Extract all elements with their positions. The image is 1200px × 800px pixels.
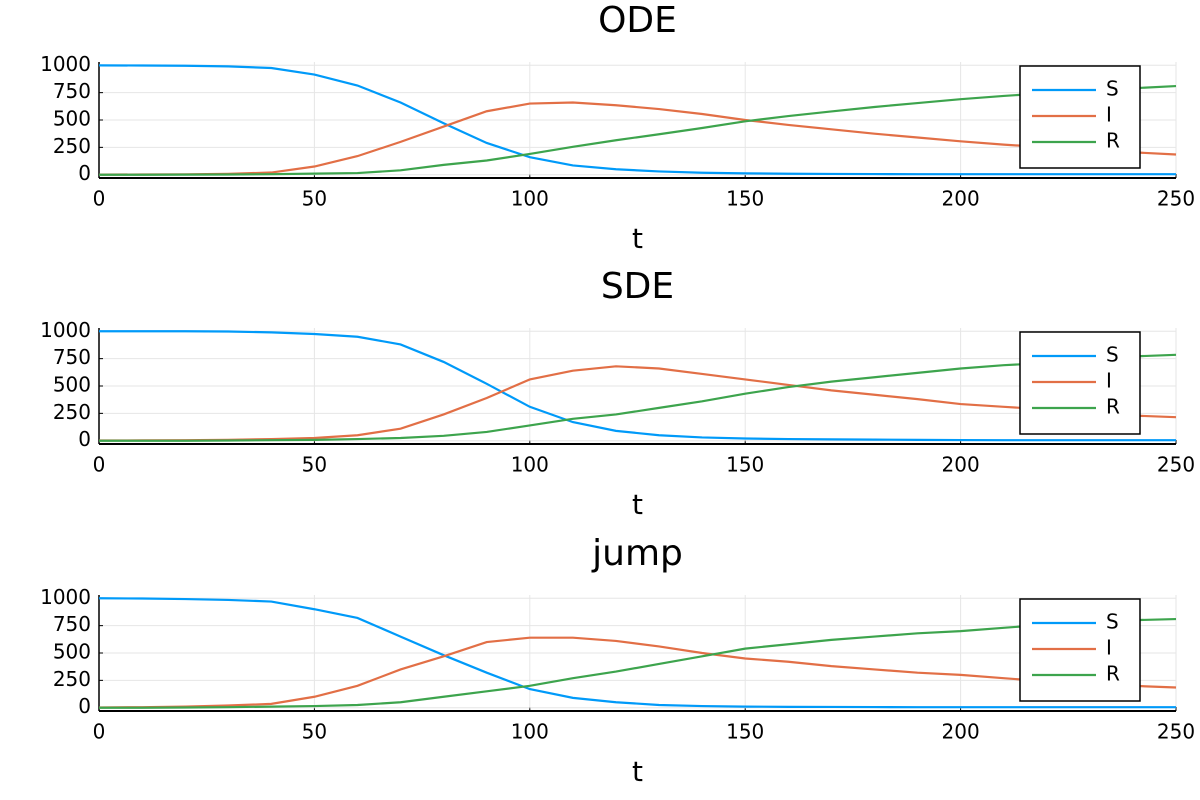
y-tick-label: 0 xyxy=(78,161,91,185)
chart-title: SDE xyxy=(601,266,674,307)
series-line xyxy=(99,617,1177,709)
x-tick-label: 150 xyxy=(726,720,764,744)
x-tick-label: 250 xyxy=(1157,187,1195,211)
y-tick-label: 0 xyxy=(78,427,91,451)
y-tick-label: 250 xyxy=(53,400,91,424)
x-tick-label: 50 xyxy=(302,453,327,477)
x-tick-label: 0 xyxy=(93,453,106,477)
chart-title: ODE xyxy=(598,0,677,41)
x-tick-label: 50 xyxy=(302,720,327,744)
y-tick-label: 250 xyxy=(53,134,91,158)
y-tick-label: 500 xyxy=(53,640,91,664)
x-tick-label: 100 xyxy=(511,187,549,211)
x-tick-label: 0 xyxy=(93,720,106,744)
legend-label: S xyxy=(1106,77,1119,101)
x-tick-label: 100 xyxy=(511,720,549,744)
legend-label: I xyxy=(1106,103,1112,127)
legend-label: S xyxy=(1106,610,1119,634)
y-tick-label: 250 xyxy=(53,667,91,691)
series-line xyxy=(99,330,1176,442)
legend-label: I xyxy=(1106,636,1112,660)
series-line xyxy=(98,101,1177,176)
x-tick-label: 150 xyxy=(726,453,764,477)
y-tick-label: 1000 xyxy=(40,585,91,609)
legend-label: R xyxy=(1106,395,1120,419)
y-tick-label: 0 xyxy=(78,694,91,718)
x-tick-label: 250 xyxy=(1157,720,1195,744)
x-axis-label: t xyxy=(632,755,643,788)
legend-label: R xyxy=(1106,129,1120,153)
x-tick-label: 200 xyxy=(942,187,980,211)
x-axis-label: t xyxy=(632,488,643,521)
legend-label: I xyxy=(1106,369,1112,393)
x-tick-label: 200 xyxy=(942,720,980,744)
legend-label: R xyxy=(1106,662,1120,686)
x-tick-label: 100 xyxy=(511,453,549,477)
y-tick-label: 500 xyxy=(53,107,91,131)
chart-title: jump xyxy=(591,533,683,574)
x-tick-label: 200 xyxy=(942,453,980,477)
y-tick-label: 500 xyxy=(53,373,91,397)
y-tick-label: 1000 xyxy=(40,52,91,76)
x-axis-label: t xyxy=(632,222,643,255)
series-line xyxy=(98,64,1176,176)
y-tick-label: 1000 xyxy=(40,318,91,342)
y-tick-label: 750 xyxy=(53,345,91,369)
x-tick-label: 250 xyxy=(1157,453,1195,477)
series-line xyxy=(98,636,1177,709)
x-tick-label: 0 xyxy=(93,187,106,211)
y-tick-label: 750 xyxy=(53,612,91,636)
series-line xyxy=(99,84,1177,176)
y-tick-label: 750 xyxy=(53,79,91,103)
legend-label: S xyxy=(1106,343,1119,367)
series-line xyxy=(99,353,1177,442)
series-line xyxy=(98,365,1177,442)
x-tick-label: 50 xyxy=(302,187,327,211)
series-line xyxy=(98,597,1176,709)
x-tick-label: 150 xyxy=(726,187,764,211)
